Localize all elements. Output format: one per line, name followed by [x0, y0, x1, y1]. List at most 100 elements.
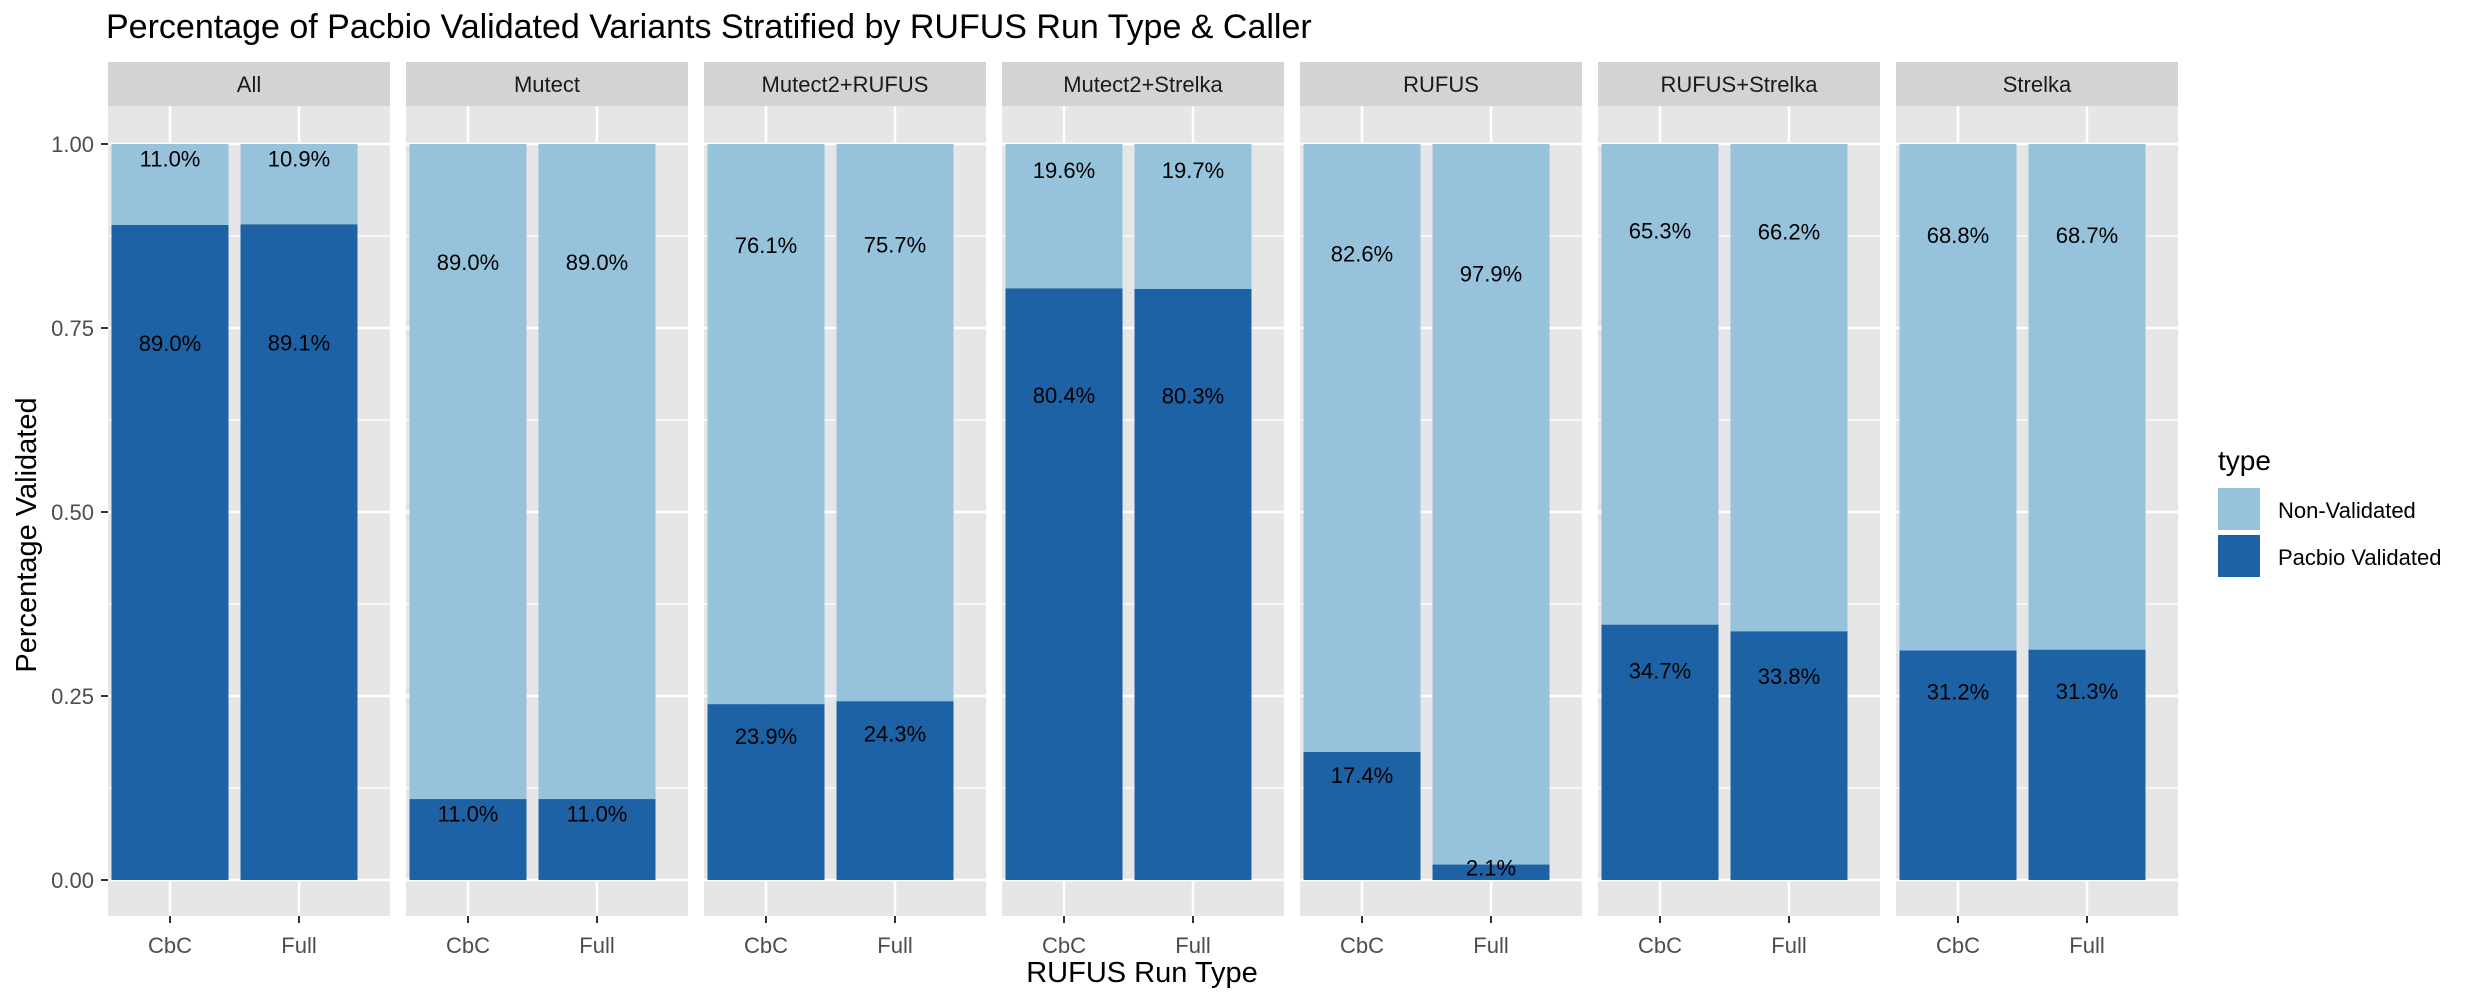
facet-mutect: Mutect 11.0% 89.0% 11.0% 89.0% CbC Full — [406, 62, 688, 958]
bar-pacbio-validated — [1899, 650, 2017, 880]
facet-strip — [406, 62, 688, 106]
data-label-non-validated: 68.7% — [2056, 223, 2118, 248]
y-tick-label: 1.00 — [51, 132, 94, 157]
y-tick-label: 0.50 — [51, 500, 94, 525]
bar-pacbio-validated — [240, 224, 358, 880]
facet-strip — [1598, 62, 1880, 106]
bar-pacbio-validated — [1432, 864, 1550, 880]
data-label-pacbio-validated: 17.4% — [1331, 763, 1393, 788]
bar-non-validated — [1134, 144, 1252, 289]
data-label-pacbio-validated: 80.3% — [1162, 383, 1224, 408]
x-tick-label: CbC — [446, 933, 490, 958]
data-label-pacbio-validated: 11.0% — [567, 802, 628, 827]
bar-non-validated — [1730, 144, 1848, 632]
facet-strip — [1300, 62, 1582, 106]
bar-pacbio-validated — [1601, 624, 1719, 880]
legend-key-non-validated — [2218, 488, 2260, 530]
x-tick-label: CbC — [1936, 933, 1980, 958]
data-label-non-validated: 76.1% — [735, 233, 797, 258]
bar-non-validated — [1899, 144, 2017, 651]
bar-non-validated — [1005, 144, 1123, 289]
facet-all: All 89.0% 11.0% 89.1% 10.9% CbC Full — [108, 62, 390, 958]
data-label-pacbio-validated: 31.2% — [1927, 680, 1989, 705]
x-tick-label: CbC — [1638, 933, 1682, 958]
bar-pacbio-validated — [1730, 631, 1848, 880]
facet-strip — [108, 62, 390, 106]
data-label-pacbio-validated: 2.1% — [1466, 855, 1516, 880]
x-tick-label: CbC — [744, 933, 788, 958]
data-label-non-validated: 19.6% — [1033, 158, 1095, 183]
data-label-non-validated: 11.0% — [140, 147, 201, 172]
data-label-pacbio-validated: 23.9% — [735, 724, 797, 749]
bar-non-validated — [1303, 144, 1421, 752]
y-tick-label: 0.25 — [51, 684, 94, 709]
facet-mutect2-strelka: Mutect2+Strelka 80.4% 19.6% 80.3% 19.7% CbC Fu… — [1002, 62, 1284, 958]
x-tick-label: Full — [1771, 933, 1806, 958]
x-tick-label: Full — [1175, 933, 1210, 958]
data-label-non-validated: 89.0% — [437, 250, 499, 275]
bar-pacbio-validated — [2028, 649, 2146, 880]
data-label-pacbio-validated: 34.7% — [1629, 659, 1691, 684]
bar-pacbio-validated — [1134, 288, 1252, 880]
facet-strip-label: RUFUS+Strelka — [1660, 72, 1818, 97]
facet-mutect2-rufus: Mutect2+RUFUS 23.9% 76.1% 24.3% 75.7% CbC Full — [704, 62, 986, 958]
data-label-pacbio-validated: 11.0% — [438, 802, 499, 827]
facet-strip-label: RUFUS — [1403, 72, 1479, 97]
legend-key-pacbio-validated — [2218, 535, 2260, 577]
y-axis-title: Percentage Validated — [11, 397, 43, 672]
data-label-non-validated: 10.9% — [268, 146, 330, 171]
bar-non-validated — [1601, 144, 1719, 625]
data-label-non-validated: 68.8% — [1927, 223, 1989, 248]
bar-non-validated — [240, 144, 358, 225]
x-tick-label: CbC — [148, 933, 192, 958]
data-label-non-validated: 97.9% — [1460, 262, 1522, 287]
data-label-non-validated: 75.7% — [864, 232, 926, 257]
x-axis-title: RUFUS Run Type — [1026, 957, 1258, 989]
facet-strelka: Strelka 31.2% 68.8% 31.3% 68.7% CbC Full — [1896, 62, 2178, 958]
bar-non-validated — [111, 144, 229, 225]
data-label-non-validated: 82.6% — [1331, 241, 1393, 266]
facet-strip-label: Mutect2+Strelka — [1063, 72, 1223, 97]
facet-panels: All 89.0% 11.0% 89.1% 10.9% CbC Full Mutect 11.0… — [108, 62, 2178, 958]
data-label-non-validated: 65.3% — [1629, 219, 1691, 244]
x-tick-label: Full — [281, 933, 316, 958]
y-tick-label: 0.00 — [51, 868, 94, 893]
data-label-pacbio-validated: 33.8% — [1758, 664, 1820, 689]
bar-pacbio-validated — [836, 701, 954, 880]
data-label-non-validated: 19.7% — [1162, 158, 1224, 183]
data-label-pacbio-validated: 89.1% — [268, 330, 330, 355]
legend-label-non-validated: Non-Validated — [2278, 498, 2416, 523]
bar-pacbio-validated — [1005, 288, 1123, 881]
bar-pacbio-validated — [111, 224, 229, 880]
data-label-pacbio-validated: 24.3% — [864, 721, 926, 746]
bar-pacbio-validated — [707, 704, 825, 880]
x-tick-label: CbC — [1340, 933, 1384, 958]
x-tick-label: CbC — [1042, 933, 1086, 958]
bar-non-validated — [538, 144, 656, 800]
data-label-pacbio-validated: 31.3% — [2056, 679, 2118, 704]
x-tick-label: Full — [2069, 933, 2104, 958]
bar-non-validated — [707, 144, 825, 705]
legend-label-pacbio-validated: Pacbio Validated — [2278, 545, 2442, 570]
bar-non-validated — [1432, 144, 1550, 865]
bar-non-validated — [836, 144, 954, 702]
legend: type Non-Validated Pacbio Validated — [2218, 445, 2442, 577]
data-label-non-validated: 66.2% — [1758, 220, 1820, 245]
y-tick-label: 0.75 — [51, 316, 94, 341]
facet-rufus-strelka: RUFUS+Strelka 34.7% 65.3% 33.8% 66.2% CbC Full — [1598, 62, 1880, 958]
facet-strip-label: Mutect — [514, 72, 580, 97]
facet-strip-label: Strelka — [2003, 72, 2072, 97]
facet-strip-label: All — [237, 72, 261, 97]
chart-title: Percentage of Pacbio Validated Variants … — [106, 8, 1312, 46]
data-label-pacbio-validated: 89.0% — [139, 331, 201, 356]
legend-title: type — [2218, 445, 2271, 476]
facet-strip — [1002, 62, 1284, 106]
facet-strip — [1896, 62, 2178, 106]
bar-non-validated — [409, 144, 527, 800]
bar-pacbio-validated — [538, 799, 656, 880]
x-tick-label: Full — [1473, 933, 1508, 958]
bar-non-validated — [2028, 144, 2146, 650]
x-tick-label: Full — [877, 933, 912, 958]
data-label-non-validated: 89.0% — [566, 250, 628, 275]
